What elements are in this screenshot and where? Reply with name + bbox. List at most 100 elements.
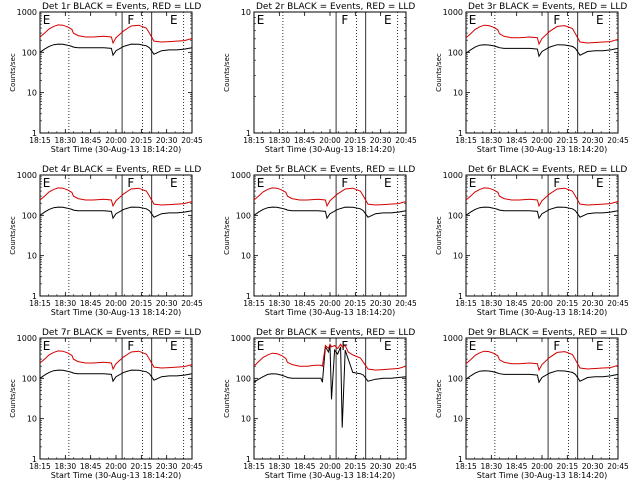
x-tick-label: 20:30 [582,462,604,471]
y-tick-label: 1000 [443,171,463,180]
x-tick-label: 20:00 [105,299,127,308]
panel-det-1: Det 1r BLACK = Events, RED = LLD 1 10 100 10… [9,2,203,154]
x-tick-label: 18:30 [481,299,503,308]
series-events [465,44,619,58]
series-lld [39,187,193,208]
x-tick-label: 18:45 [506,136,528,145]
x-tick-label: 18:45 [506,462,528,471]
panel-title: Det 9r BLACK = Events, RED = LLD [468,328,627,338]
series-lld [39,350,193,371]
marker-e: E [384,176,392,190]
panel-det-8: Det 8r BLACK = Events, RED = LLD 1 10 100 10… [223,328,417,480]
y-tick-label: 1 [246,292,251,301]
x-tick-label: 20:45 [181,136,203,145]
marker-f: F [553,339,560,353]
panel-title: Det 3r BLACK = Events, RED = LLD [468,2,627,12]
series-events [253,345,407,428]
y-tick-label: 1000 [231,334,251,343]
marker-f: F [127,13,134,27]
x-tick-label: 18:45 [294,299,316,308]
x-axis-label: Start Time (30-Aug-13 18:14:20) [51,145,182,154]
x-tick-label: 20:30 [156,136,178,145]
x-tick-label: 20:15 [557,299,579,308]
y-tick-label: 1 [246,129,251,138]
panel-det-3: Det 3r BLACK = Events, RED = LLD 1 10 100 10… [435,2,629,154]
x-tick-label: 20:00 [319,136,341,145]
marker-e: E [257,13,265,27]
marker-e: E [170,176,178,190]
x-tick-label: 20:45 [181,462,203,471]
x-tick-label: 18:15 [243,462,265,471]
panel-title: Det 7r BLACK = Events, RED = LLD [42,328,201,338]
panel-det-4: Det 4r BLACK = Events, RED = LLD 1 10 100 10… [9,165,203,317]
x-tick-label: 18:15 [243,136,265,145]
x-tick-label: 18:45 [80,136,102,145]
x-tick-label: 18:45 [80,299,102,308]
x-tick-label: 18:15 [29,462,51,471]
panel-title: Det 8r BLACK = Events, RED = LLD [256,328,415,338]
marker-e: E [43,339,51,353]
x-tick-label: 18:15 [29,136,51,145]
x-tick-label: 20:30 [156,462,178,471]
y-tick-label: 1 [246,455,251,464]
series-lld [253,187,407,208]
y-tick-label: 100 [22,211,37,220]
plot-frame [253,11,407,134]
y-tick-label: 10 [453,89,463,98]
x-tick-label: 18:30 [269,462,291,471]
x-tick-label: 20:30 [582,136,604,145]
x-tick-label: 20:15 [131,462,153,471]
marker-e: E [43,13,51,27]
x-tick-label: 18:45 [294,136,316,145]
panel-det-5: Det 5r BLACK = Events, RED = LLD 1 10 100 10… [223,165,417,317]
x-tick-label: 20:00 [105,462,127,471]
marker-e: E [596,176,604,190]
y-tick-label: 10 [241,8,251,17]
y-tick-label: 100 [448,374,463,383]
y-axis-label: Counts/sec [9,379,17,418]
y-tick-label: 1000 [231,171,251,180]
y-tick-label: 100 [236,374,251,383]
x-axis-label: Start Time (30-Aug-13 18:14:20) [477,308,608,317]
x-tick-label: 20:45 [395,462,417,471]
series-events [253,206,407,220]
x-tick-label: 20:45 [607,299,629,308]
y-tick-label: 100 [22,374,37,383]
x-tick-label: 18:30 [481,462,503,471]
y-axis-label: Counts/sec [435,53,443,92]
panel-det-6: Det 6r BLACK = Events, RED = LLD 1 10 100 10… [435,165,629,317]
marker-e: E [257,176,265,190]
y-tick-label: 10 [27,252,37,261]
marker-f: F [341,176,348,190]
x-tick-label: 20:45 [395,136,417,145]
panel-title: Det 1r BLACK = Events, RED = LLD [42,2,201,12]
marker-f: F [553,176,560,190]
x-tick-label: 20:00 [531,462,553,471]
x-tick-label: 20:30 [370,462,392,471]
plot-frame [39,11,193,134]
x-tick-label: 18:45 [80,462,102,471]
x-tick-label: 18:45 [294,462,316,471]
y-tick-label: 1 [458,455,463,464]
panel-title: Det 6r BLACK = Events, RED = LLD [468,165,627,175]
x-tick-label: 20:00 [531,299,553,308]
y-tick-label: 1000 [443,334,463,343]
y-tick-label: 1 [32,292,37,301]
series-lld [39,24,193,45]
y-tick-label: 100 [236,211,251,220]
x-tick-label: 18:30 [55,299,77,308]
series-lld [465,350,619,372]
marker-e: E [384,13,392,27]
panel-title: Det 4r BLACK = Events, RED = LLD [42,165,201,175]
y-axis-label: Counts/sec [223,53,231,92]
marker-e: E [384,339,392,353]
plot-frame [253,174,407,297]
plot-frame [465,174,619,297]
x-tick-label: 20:15 [345,299,367,308]
x-tick-label: 18:30 [55,136,77,145]
x-tick-label: 18:30 [269,299,291,308]
x-axis-label: Start Time (30-Aug-13 18:14:20) [477,145,608,154]
y-tick-label: 10 [27,415,37,424]
marker-e: E [170,13,178,27]
